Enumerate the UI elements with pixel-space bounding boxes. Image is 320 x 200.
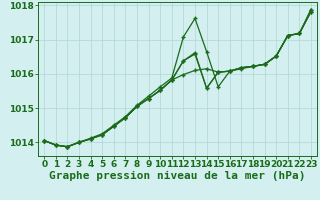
X-axis label: Graphe pression niveau de la mer (hPa): Graphe pression niveau de la mer (hPa) [49,171,306,181]
